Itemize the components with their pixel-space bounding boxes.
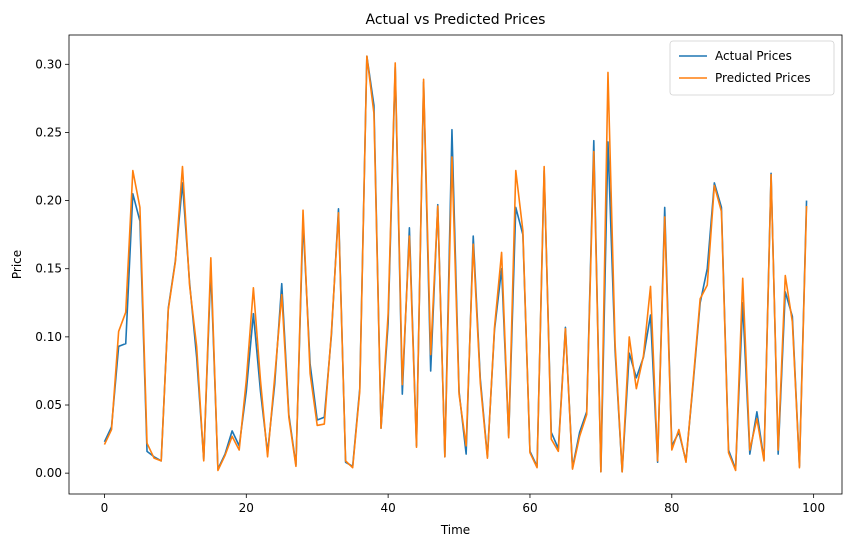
y-tick-label: 0.05 xyxy=(35,398,62,412)
legend-label: Actual Prices xyxy=(715,49,792,63)
x-tick-label: 80 xyxy=(664,501,679,515)
y-tick-label: 0.20 xyxy=(35,194,62,208)
y-tick-label: 0.15 xyxy=(35,262,62,276)
legend-box xyxy=(669,40,835,96)
chart-title: Actual vs Predicted Prices xyxy=(366,12,546,28)
x-tick-label: 60 xyxy=(522,501,537,515)
legend-label: Predicted Prices xyxy=(715,71,811,85)
series-line-predicted-prices xyxy=(103,55,808,473)
plot-frame xyxy=(68,34,843,495)
x-tick-label: 0 xyxy=(101,501,109,515)
series-layer xyxy=(103,55,808,473)
y-tick-label: 0.00 xyxy=(35,466,62,480)
legend: Actual Prices Predicted Prices xyxy=(669,40,835,96)
x-tick-label: 20 xyxy=(239,501,254,515)
axes: 0 20 40 60 80 100 0.00 0.05 0.10 0.15 0.20 0.25 0.30 xyxy=(35,57,825,515)
x-tick-label: 40 xyxy=(380,501,395,515)
y-axis-title: Price xyxy=(10,250,24,279)
x-tick-label: 100 xyxy=(802,501,825,515)
y-tick-label: 0.30 xyxy=(35,57,62,71)
x-axis-title: Time xyxy=(440,523,470,537)
y-tick-label: 0.25 xyxy=(35,125,62,139)
y-tick-label: 0.10 xyxy=(35,330,62,344)
